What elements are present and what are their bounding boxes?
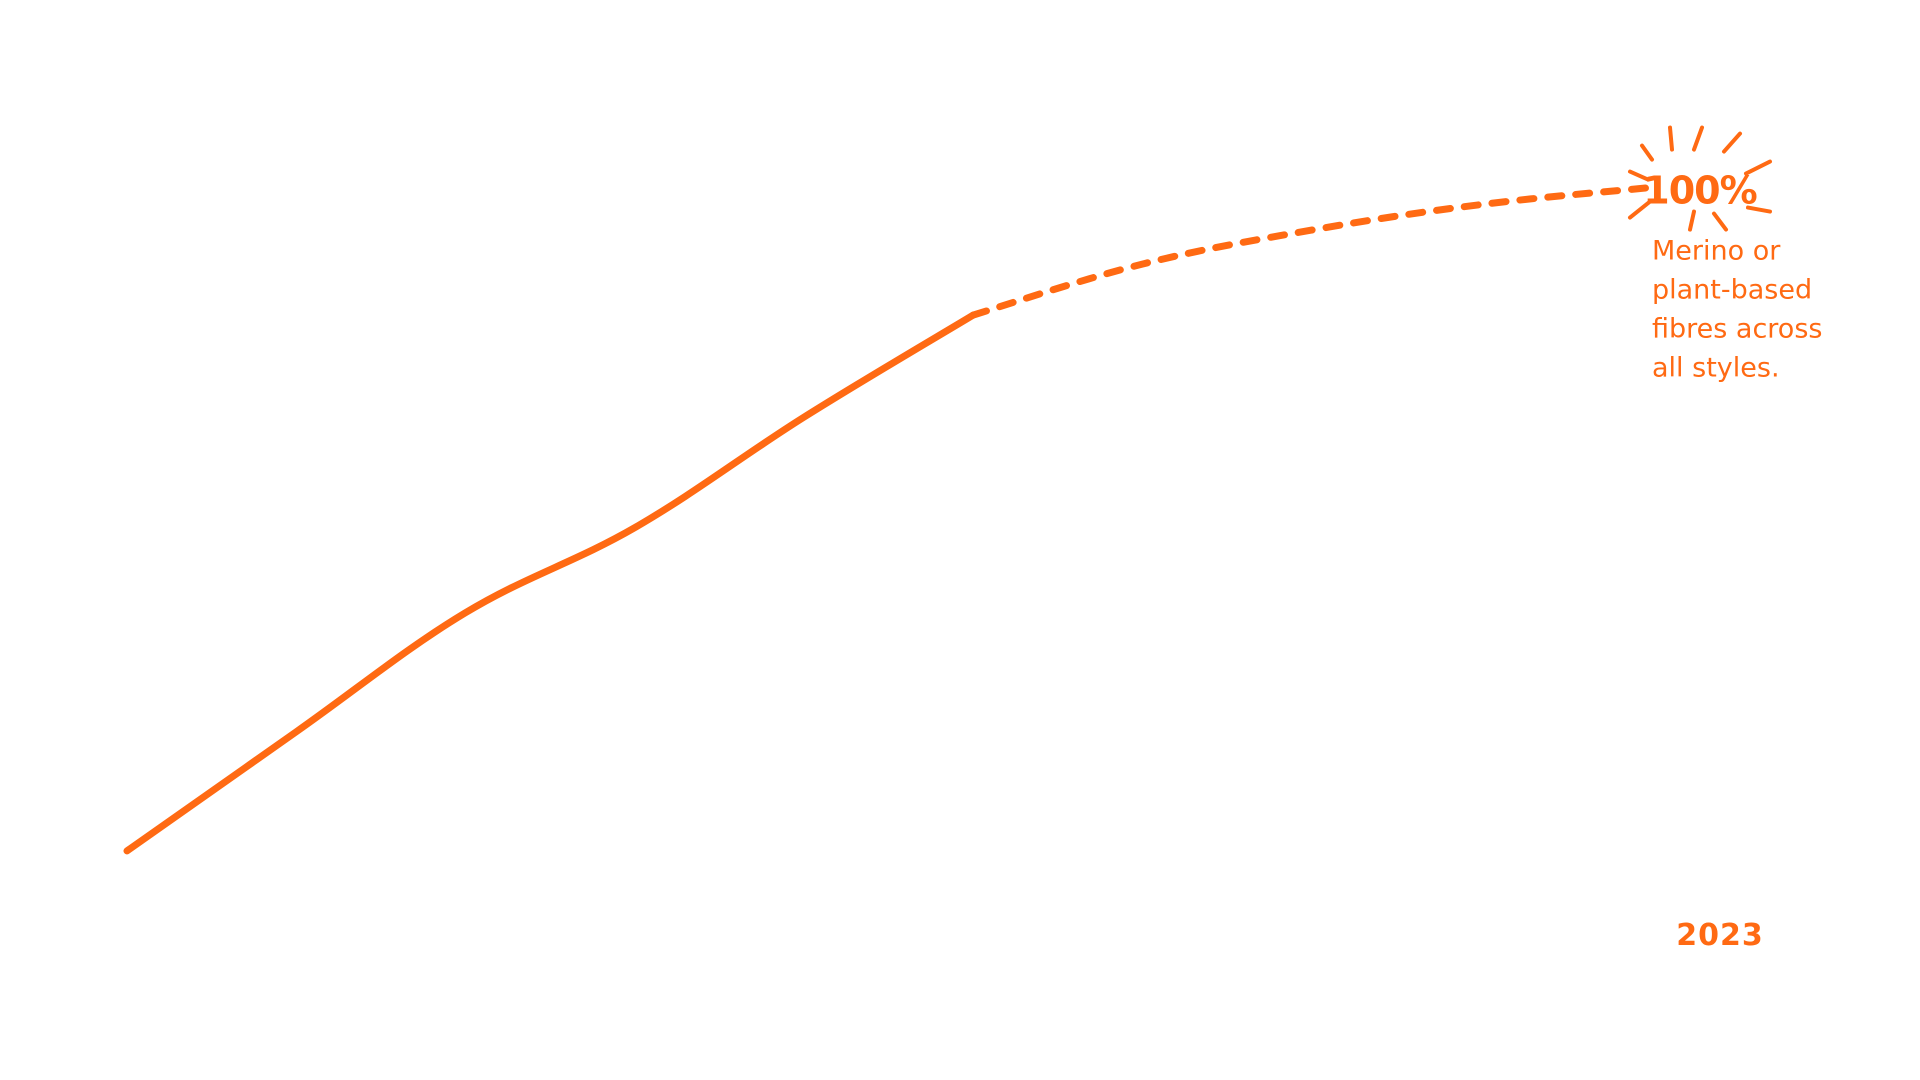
series-line-projected bbox=[969, 184, 1654, 319]
burst-ray bbox=[1628, 169, 1650, 182]
series-line-solid bbox=[123, 311, 977, 855]
starburst-icon bbox=[1628, 125, 1772, 232]
note-line-2: plant-based bbox=[1652, 275, 1812, 306]
note-line-4: all styles. bbox=[1652, 353, 1780, 384]
highlight-note: Merino or plant-based fibres across all … bbox=[1652, 236, 1822, 384]
burst-ray bbox=[1640, 143, 1654, 162]
note-line-1: Merino or bbox=[1652, 236, 1781, 267]
series-lines bbox=[123, 184, 1654, 855]
burst-ray bbox=[1668, 125, 1674, 152]
burst-ray bbox=[1688, 209, 1696, 232]
highlight-value-label: 100% bbox=[1643, 169, 1756, 213]
burst-ray bbox=[1722, 131, 1742, 154]
burst-ray bbox=[1712, 211, 1728, 232]
burst-ray bbox=[1744, 159, 1772, 176]
note-line-3: fibres across bbox=[1652, 314, 1822, 345]
burst-ray bbox=[1628, 199, 1652, 220]
burst-ray bbox=[1746, 205, 1772, 214]
x-tick-label-2023: 2023 bbox=[1676, 918, 1764, 953]
burst-ray bbox=[1692, 125, 1704, 152]
